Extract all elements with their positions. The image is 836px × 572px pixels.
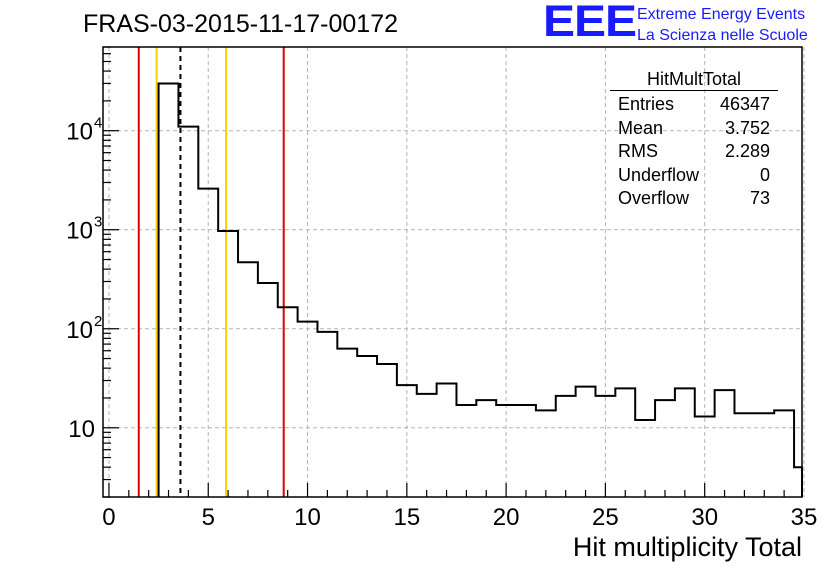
histogram-line: [157, 82, 803, 497]
logo-line-1: Extreme Energy Events: [637, 6, 806, 23]
vertical-markers: [137, 47, 285, 497]
plot-frame: [102, 46, 803, 498]
stats-label: Underflow: [618, 164, 700, 185]
stats-label: RMS: [618, 141, 658, 161]
stats-value: 3.752: [724, 117, 770, 138]
y-tick-exponent: 3: [94, 214, 102, 231]
stats-row-overflow: Overflow 73: [610, 187, 778, 211]
x-tick-label: 10: [294, 504, 321, 531]
x-axis-label: Hit multiplicity Total: [572, 532, 802, 562]
chart-title: FRAS-03-2015-11-17-00172: [83, 10, 399, 38]
grid: [103, 47, 805, 497]
logo-line-2: La Scienza nelle Scuole: [637, 27, 808, 44]
y-tick-exponent: 4: [94, 115, 102, 132]
stats-value: 0: [759, 164, 770, 185]
y-tick-label: 10: [66, 317, 93, 344]
x-tick-label: 35: [791, 504, 818, 531]
y-tick-label: 10: [68, 416, 95, 443]
stats-label: Entries: [618, 94, 675, 114]
stats-title: HitMultTotal: [610, 69, 778, 91]
x-axis-ticks: 0 5 10 15 20 25 30 35: [102, 483, 817, 531]
x-tick-label: 20: [493, 504, 520, 531]
stats-row-entries: Entries 46347: [610, 93, 778, 117]
y-tick-label: 10: [66, 218, 93, 245]
stats-row-underflow: Underflow 0: [610, 164, 778, 188]
logo-caption: Extreme Energy Events La Scienza nelle S…: [637, 4, 808, 46]
stats-label: Overflow: [618, 188, 690, 208]
x-tick-label: 30: [691, 504, 718, 531]
stats-label: Mean: [618, 117, 664, 138]
y-tick-label: 10: [66, 119, 93, 146]
stats-box: HitMultTotal Entries 46347 Mean 3.752 RM…: [610, 69, 778, 211]
x-tick-label: 25: [592, 504, 619, 531]
stats-value: 73: [749, 188, 770, 208]
stats-value: 2.289: [724, 141, 770, 161]
y-tick-exponent: 2: [94, 313, 102, 330]
stats-value: 46347: [719, 94, 770, 114]
stats-row-rms: RMS 2.289: [610, 140, 778, 164]
x-tick-label: 5: [202, 504, 215, 531]
eee-logo: EEE: [543, 0, 637, 46]
x-tick-label: 0: [102, 504, 115, 531]
x-tick-label: 15: [393, 504, 420, 531]
stats-row-mean: Mean 3.752: [610, 117, 778, 141]
